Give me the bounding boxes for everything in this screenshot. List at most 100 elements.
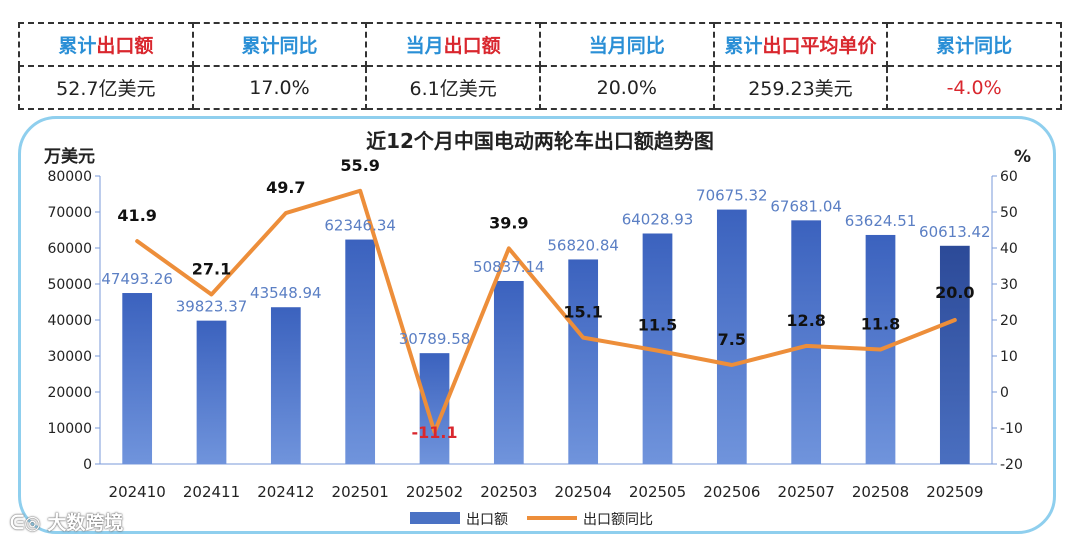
bar-value-label: 50837.14 xyxy=(473,258,545,276)
x-tick-label: 202410 xyxy=(109,483,166,501)
axes: 0 10000 20000 30000 40000 50000 60000 70000 8000… xyxy=(47,169,1022,501)
line-value-label: 39.9 xyxy=(489,213,528,232)
right-tick-label: 30 xyxy=(1000,277,1018,293)
watermark-logo-icon: ᕮ◎ xyxy=(10,512,48,534)
line-value-label: 11.5 xyxy=(638,316,677,335)
bar-value-label: 63624.51 xyxy=(845,212,917,230)
right-tick-label: -10 xyxy=(1000,421,1023,437)
line-value-label: 49.7 xyxy=(266,178,305,197)
summary-value-cell: 6.1亿美元 xyxy=(365,65,541,110)
bar xyxy=(345,239,376,464)
summary-header-cell: 当月出口额 xyxy=(365,22,541,67)
summary-header-cell: 累计出口平均单价 xyxy=(712,22,889,67)
right-tick-label: 60 xyxy=(1000,169,1018,185)
left-tick-label: 0 xyxy=(83,457,92,473)
x-tick-label: 202412 xyxy=(257,483,314,501)
line-value-label: 27.1 xyxy=(192,259,231,278)
right-tick-label: 50 xyxy=(1000,205,1018,221)
right-tick-label: 40 xyxy=(1000,241,1018,257)
line-series xyxy=(135,188,957,434)
bar xyxy=(791,220,822,464)
bar xyxy=(196,320,227,464)
right-axis-unit: % xyxy=(1014,147,1031,167)
left-tick-label: 50000 xyxy=(47,277,92,293)
summary-value-cell: 259.23美元 xyxy=(712,65,889,110)
summary-header-row: 累计出口额 累计同比 当月出口额 当月同比 累计出口平均单价 累计同比 xyxy=(18,22,1062,67)
left-tick-label: 60000 xyxy=(47,241,92,257)
summary-table: 累计出口额 累计同比 当月出口额 当月同比 累计出口平均单价 累计同比 52.7亿美元 17… xyxy=(18,22,1062,110)
bar-value-label: 56820.84 xyxy=(547,236,619,254)
summary-header-text: 累计 xyxy=(724,35,763,57)
right-tick-label: -20 xyxy=(1000,457,1023,473)
bar-value-label: 64028.93 xyxy=(622,210,694,228)
bar-value-label: 30789.58 xyxy=(399,330,471,348)
bar-value-label: 43548.94 xyxy=(250,284,322,302)
bar-value-label: 60613.42 xyxy=(919,223,991,241)
bar xyxy=(568,259,599,464)
x-tick-label: 202509 xyxy=(926,483,983,501)
bar-value-label: 67681.04 xyxy=(770,197,842,215)
x-tick-label: 202503 xyxy=(480,483,537,501)
summary-header-text: 当月 xyxy=(405,35,444,57)
summary-header-text: 出口额 xyxy=(96,35,154,57)
yoy-line xyxy=(135,188,957,434)
summary-header-text: 累计同比 xyxy=(936,35,1013,57)
line-value-label: 15.1 xyxy=(563,303,602,322)
summary-header-text: 累计同比 xyxy=(241,35,318,57)
legend-line-label: 出口额同比 xyxy=(583,512,653,528)
summary-value-cell: 17.0% xyxy=(191,65,368,110)
x-tick-label: 202502 xyxy=(406,483,463,501)
left-axis-unit: 万美元 xyxy=(43,146,95,167)
summary-header-text: 当月同比 xyxy=(588,35,665,57)
chart-frame xyxy=(18,116,1056,534)
bar xyxy=(122,293,153,464)
legend: 出口额 出口额同比 xyxy=(410,512,653,528)
x-tick-label: 202506 xyxy=(703,483,760,501)
bar-value-label: 47493.26 xyxy=(101,270,173,288)
summary-header-text: 出口额 xyxy=(443,35,501,57)
summary-header-cell: 累计同比 xyxy=(886,22,1062,67)
watermark: ᕮ◎ 大数跨境 xyxy=(10,512,124,534)
x-tick-label: 202411 xyxy=(183,483,240,501)
bar-value-label: 62346.34 xyxy=(324,217,396,235)
bar-value-label: 70675.32 xyxy=(696,187,768,205)
left-tick-label: 70000 xyxy=(47,205,92,221)
bar-value-label: 39823.37 xyxy=(176,298,248,316)
bar-series xyxy=(122,209,970,464)
summary-value-cell: 52.7亿美元 xyxy=(18,65,194,110)
line-value-label: 20.0 xyxy=(935,283,974,302)
left-tick-label: 10000 xyxy=(47,421,92,437)
line-value-label: 12.8 xyxy=(786,311,825,330)
x-tick-label: 202508 xyxy=(852,483,909,501)
left-tick-label: 20000 xyxy=(47,385,92,401)
line-value-label: 41.9 xyxy=(117,206,156,225)
bar xyxy=(270,307,301,464)
bar xyxy=(716,209,747,464)
x-tick-label: 202504 xyxy=(555,483,612,501)
right-tick-label: 20 xyxy=(1000,313,1018,329)
summary-header-text: 累计 xyxy=(58,35,97,57)
left-tick-label: 80000 xyxy=(47,169,92,185)
bar xyxy=(493,280,524,464)
summary-header-cell: 累计同比 xyxy=(191,22,368,67)
chart-title: 近12个月中国电动两轮车出口额趋势图 xyxy=(366,129,714,153)
left-tick-label: 30000 xyxy=(47,349,92,365)
line-value-label: -11.1 xyxy=(411,423,457,442)
line-value-label: 55.9 xyxy=(340,156,379,175)
legend-bar-label: 出口额 xyxy=(466,512,508,528)
summary-value-cell: 20.0% xyxy=(538,65,715,110)
summary-value-cell: -4.0% xyxy=(886,65,1062,110)
legend-bar-swatch xyxy=(410,512,460,524)
summary-header-cell: 累计出口额 xyxy=(18,22,194,67)
left-tick-label: 40000 xyxy=(47,313,92,329)
x-tick-label: 202507 xyxy=(778,483,835,501)
bar xyxy=(939,245,970,464)
right-tick-label: 10 xyxy=(1000,349,1018,365)
x-tick-label: 202505 xyxy=(629,483,686,501)
summary-header-text: 出口平均单价 xyxy=(762,35,877,57)
line-value-label: 7.5 xyxy=(718,330,746,349)
summary-value-row: 52.7亿美元 17.0% 6.1亿美元 20.0% 259.23美元 -4.0% xyxy=(18,65,1062,110)
summary-header-cell: 当月同比 xyxy=(538,22,715,67)
